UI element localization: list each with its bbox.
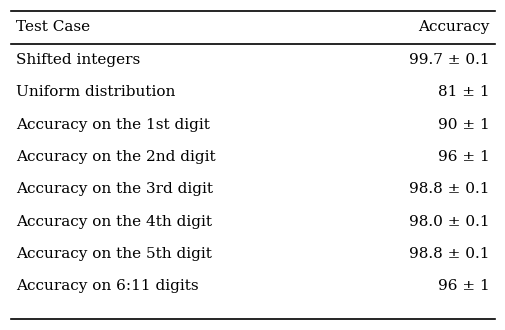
Text: 96 ± 1: 96 ± 1 (437, 150, 488, 164)
Text: 98.8 ± 0.1: 98.8 ± 0.1 (408, 182, 488, 196)
Text: Accuracy on the 2nd digit: Accuracy on the 2nd digit (17, 150, 216, 164)
Text: Accuracy on the 1st digit: Accuracy on the 1st digit (17, 117, 210, 132)
Text: Accuracy on the 4th digit: Accuracy on the 4th digit (17, 214, 212, 229)
Text: Accuracy on the 5th digit: Accuracy on the 5th digit (17, 247, 212, 261)
Text: Shifted integers: Shifted integers (17, 53, 140, 67)
Text: 98.0 ± 0.1: 98.0 ± 0.1 (408, 214, 488, 229)
Text: 98.8 ± 0.1: 98.8 ± 0.1 (408, 247, 488, 261)
Text: 96 ± 1: 96 ± 1 (437, 280, 488, 293)
Text: Accuracy on 6:11 digits: Accuracy on 6:11 digits (17, 280, 198, 293)
Text: Accuracy on the 3rd digit: Accuracy on the 3rd digit (17, 182, 213, 196)
Text: Uniform distribution: Uniform distribution (17, 85, 176, 99)
Text: Accuracy: Accuracy (417, 20, 488, 34)
Text: 90 ± 1: 90 ± 1 (437, 117, 488, 132)
Text: 99.7 ± 0.1: 99.7 ± 0.1 (408, 53, 488, 67)
Text: Test Case: Test Case (17, 20, 90, 34)
Text: 81 ± 1: 81 ± 1 (437, 85, 488, 99)
